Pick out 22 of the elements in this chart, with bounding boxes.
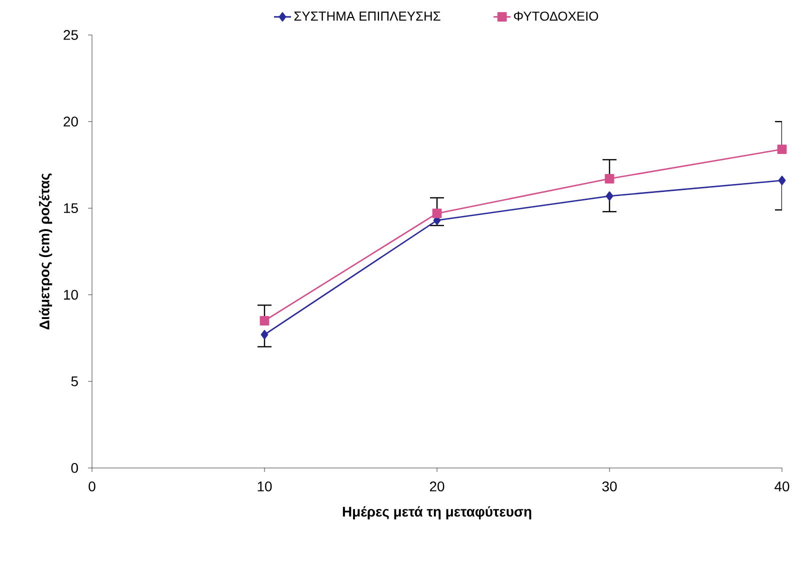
y-tick-label: 10 xyxy=(64,290,78,300)
x-tick-label: 30 xyxy=(602,481,617,492)
y-tick-label: 25 xyxy=(64,30,78,40)
point xyxy=(777,144,787,154)
x-tick-label: 10 xyxy=(258,481,272,492)
point xyxy=(606,191,614,201)
y-tick-label: 5 xyxy=(71,376,78,386)
legend-label: ΦΥΤΟΔΟΧΕΙΟ xyxy=(514,12,598,21)
y-tick-label: 20 xyxy=(64,116,78,127)
point xyxy=(260,330,268,340)
point xyxy=(604,174,614,184)
x-tick-label: 20 xyxy=(430,481,444,492)
point xyxy=(432,208,442,218)
point xyxy=(778,176,786,186)
y-axis-title: Διάμετρος (cm) ροζέτας xyxy=(38,174,52,330)
x-tick-label: 40 xyxy=(774,481,790,492)
x-tick-label: 0 xyxy=(88,481,96,492)
x-axis-title: Ημέρες μετά τη μεταφύτευση xyxy=(342,506,532,520)
legend-label: ΣΥΣΤΗΜΑ ΕΠΙΠΛΕΥΣΗΣ xyxy=(294,12,440,21)
y-tick-label: 15 xyxy=(64,203,78,214)
point xyxy=(260,316,270,326)
y-tick-label: 0 xyxy=(71,463,78,473)
